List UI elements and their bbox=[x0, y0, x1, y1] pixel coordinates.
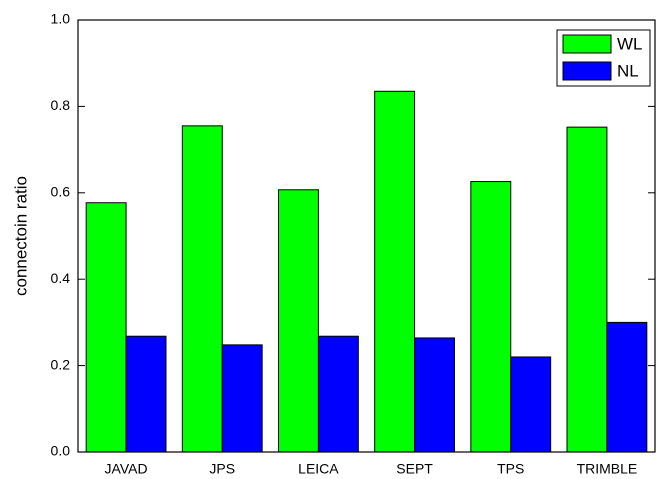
bar bbox=[374, 90, 416, 453]
bar bbox=[181, 125, 223, 453]
y-tick-label: 0.4 bbox=[51, 270, 71, 286]
legend-swatch bbox=[562, 34, 612, 54]
bar bbox=[510, 356, 552, 453]
x-tick-label: TPS bbox=[497, 461, 524, 477]
bar bbox=[470, 181, 512, 453]
bar bbox=[278, 189, 319, 453]
x-tick-label: SEPT bbox=[396, 461, 433, 477]
x-tick-label: TRIMBLE bbox=[577, 461, 638, 477]
y-tick-label: 1.0 bbox=[51, 11, 71, 27]
legend-swatch bbox=[562, 61, 612, 81]
y-axis-label: connectoin ratio bbox=[11, 176, 30, 296]
bar bbox=[606, 321, 648, 453]
bar bbox=[221, 344, 263, 453]
x-tick-label: JAVAD bbox=[105, 461, 148, 477]
plot-frame bbox=[77, 19, 656, 453]
x-tick-label: JPS bbox=[209, 461, 235, 477]
legend-label: WL bbox=[617, 34, 643, 53]
x-tick-label: LEICA bbox=[298, 461, 339, 477]
bar bbox=[566, 126, 608, 453]
legend-label: NL bbox=[617, 61, 639, 80]
y-tick-label: 0.0 bbox=[51, 443, 71, 459]
y-tick-label: 0.8 bbox=[51, 97, 71, 113]
y-tick-label: 0.6 bbox=[51, 184, 71, 200]
bar bbox=[317, 335, 359, 453]
y-tick-label: 0.2 bbox=[51, 356, 71, 372]
bar bbox=[125, 335, 167, 453]
bar bbox=[414, 337, 455, 453]
bar bbox=[85, 202, 127, 453]
